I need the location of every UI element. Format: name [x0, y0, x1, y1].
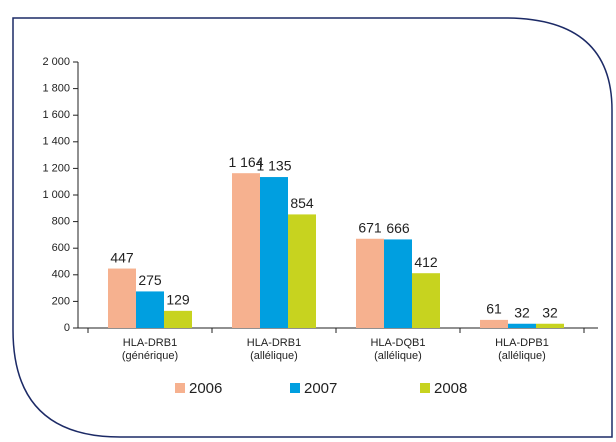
legend-swatch	[175, 383, 185, 393]
x-tick-label: HLA-DRB1	[247, 337, 301, 349]
data-label: 61	[486, 301, 502, 317]
data-label: 666	[386, 220, 410, 236]
bar	[232, 173, 260, 328]
y-tick-label: 2 000	[42, 56, 70, 68]
bar	[356, 238, 384, 328]
legend-label: 2006	[189, 380, 222, 397]
bar	[108, 268, 136, 328]
data-label: 1 135	[256, 158, 291, 174]
legend-swatch	[290, 383, 300, 393]
x-tick-label: (allélique)	[498, 350, 546, 362]
x-tick-label: (allélique)	[374, 350, 422, 362]
legend-label: 2007	[304, 380, 337, 397]
x-tick-label: HLA-DPB1	[495, 337, 549, 349]
y-tick-label: 1 800	[42, 83, 70, 95]
data-label: 32	[542, 304, 558, 320]
x-tick-label: (allélique)	[250, 350, 298, 362]
x-tick-label: (générique)	[122, 350, 178, 362]
bar	[260, 177, 288, 328]
y-tick-label: 1 000	[42, 189, 70, 201]
y-tick-label: 0	[64, 322, 70, 334]
y-tick-label: 200	[52, 295, 70, 307]
data-label: 412	[414, 254, 438, 270]
y-tick-label: 1 200	[42, 162, 70, 174]
data-label: 32	[514, 304, 530, 320]
bar	[536, 323, 564, 328]
bar	[136, 291, 164, 328]
bar	[288, 214, 316, 328]
y-tick-label: 400	[52, 269, 70, 281]
data-label: 671	[358, 219, 382, 235]
data-label: 447	[110, 249, 134, 265]
data-label: 129	[166, 292, 190, 308]
bar	[164, 310, 192, 328]
y-tick-label: 800	[52, 216, 70, 228]
y-tick-label: 1 600	[42, 109, 70, 121]
y-tick-label: 600	[52, 242, 70, 254]
legend-swatch	[420, 383, 430, 393]
data-label: 854	[290, 195, 314, 211]
bar	[480, 319, 508, 328]
x-tick-label: HLA-DQB1	[370, 337, 425, 349]
bar	[384, 239, 412, 328]
data-label: 1 164	[228, 154, 263, 170]
bar	[412, 273, 440, 328]
legend-label: 2008	[434, 380, 467, 397]
data-label: 275	[138, 272, 162, 288]
y-tick-label: 1 400	[42, 136, 70, 148]
frame	[12, 17, 613, 438]
bar	[508, 323, 536, 328]
x-tick-label: HLA-DRB1	[123, 337, 177, 349]
